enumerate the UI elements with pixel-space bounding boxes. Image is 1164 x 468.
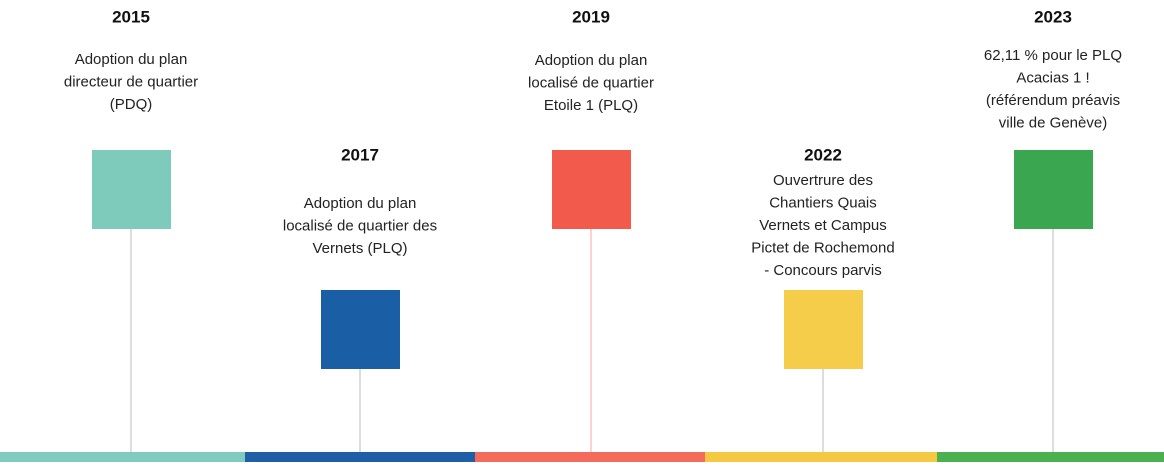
event-year: 2023	[1034, 7, 1072, 26]
event-text: directeur de quartier	[64, 73, 198, 90]
event-text: Adoption du plan	[75, 51, 188, 68]
event-text: (PDQ)	[110, 96, 153, 113]
event-text: Adoption du plan	[304, 195, 417, 212]
bar-segment	[0, 452, 245, 462]
event-text: Pictet de Rochemond	[751, 239, 894, 256]
bar-segment	[937, 452, 1164, 462]
event-text: localisé de quartier des	[283, 217, 437, 234]
event-text: Vernets et Campus	[759, 217, 887, 234]
events: 2015 Adoption du plan directeur de quartie…	[64, 7, 1122, 452]
event-text: Etoile 1 (PLQ)	[544, 97, 638, 114]
event-text: ville de Genève)	[999, 114, 1107, 131]
event-square	[552, 150, 631, 229]
event-text: 62,11 % pour le PLQ	[984, 47, 1122, 64]
event-square	[784, 290, 863, 369]
timeline-bar	[0, 452, 1164, 462]
bar-segment	[475, 452, 705, 462]
bar-segment	[705, 452, 937, 462]
event-text: Acacias 1 !	[1016, 69, 1089, 86]
bar-segment	[245, 452, 475, 462]
event-year: 2019	[572, 7, 610, 26]
event-year: 2017	[341, 145, 379, 164]
event-text: Adoption du plan	[535, 52, 648, 69]
event-square	[92, 150, 171, 229]
event-year: 2015	[112, 7, 150, 26]
event-square	[321, 290, 400, 369]
event-text: Chantiers Quais	[769, 194, 877, 211]
event-text: (référendum préavis	[986, 92, 1120, 109]
event-year: 2022	[804, 145, 842, 164]
event-text: Ouvertrure des	[773, 172, 873, 189]
event-text: - Concours parvis	[764, 262, 882, 279]
event-square	[1014, 150, 1093, 229]
event-text: Vernets (PLQ)	[312, 240, 407, 257]
event-text: localisé de quartier	[528, 74, 654, 91]
